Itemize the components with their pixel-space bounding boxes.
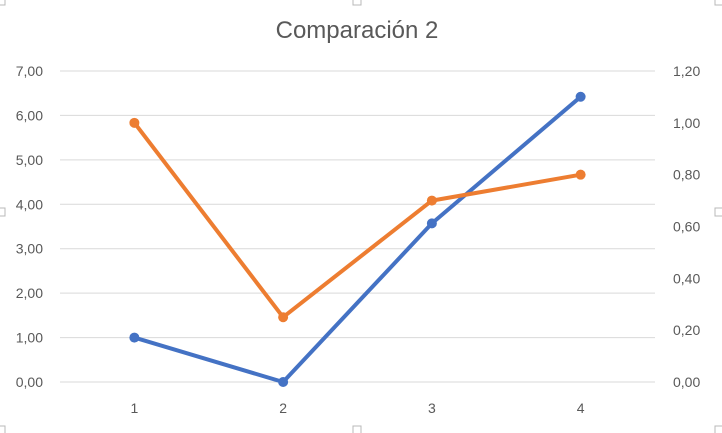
data-point[interactable] <box>575 169 586 180</box>
series-2[interactable] <box>129 117 586 323</box>
resize-handle[interactable] <box>352 425 362 433</box>
data-point[interactable] <box>426 218 437 229</box>
x-axis: 1 2 3 4 <box>130 400 584 416</box>
resize-handle[interactable] <box>714 0 722 6</box>
x-tick-label: 3 <box>428 400 436 416</box>
resize-handle[interactable] <box>0 425 6 433</box>
y-left-tick-label: 0,00 <box>16 374 43 390</box>
data-point[interactable] <box>575 91 586 102</box>
series-line[interactable] <box>132 120 583 320</box>
series-1[interactable] <box>129 91 586 387</box>
y-left-tick-label: 2,00 <box>16 285 43 301</box>
x-tick-label: 2 <box>279 400 287 416</box>
y-left-tick-label: 4,00 <box>16 196 43 212</box>
resize-handle[interactable] <box>714 425 722 433</box>
resize-handle[interactable] <box>714 207 722 217</box>
y-right-tick-label: 0,80 <box>673 167 700 183</box>
chart-title: Comparación 2 <box>276 17 439 44</box>
x-tick-label: 1 <box>130 400 138 416</box>
resize-handle[interactable] <box>0 207 6 217</box>
data-point[interactable] <box>129 117 140 128</box>
gridlines <box>60 70 655 383</box>
x-tick-label: 4 <box>577 400 585 416</box>
series-line[interactable] <box>132 94 583 384</box>
y-left-tick-label: 7,00 <box>16 63 43 79</box>
y-right-tick-label: 1,20 <box>673 63 700 79</box>
y-right-tick-label: 0,00 <box>673 374 700 390</box>
y-left-tick-label: 6,00 <box>16 107 43 123</box>
y-right-tick-label: 1,00 <box>673 115 700 131</box>
y-right-tick-label: 0,60 <box>673 219 700 235</box>
data-point[interactable] <box>278 312 289 323</box>
data-point[interactable] <box>426 195 437 206</box>
right-axis: 0,00 0,20 0,40 0,60 0,80 1,00 1,20 <box>673 63 700 390</box>
data-point[interactable] <box>278 377 289 387</box>
resize-handle[interactable] <box>0 0 6 6</box>
series-layer <box>129 91 586 387</box>
y-left-tick-label: 1,00 <box>16 330 43 346</box>
y-left-tick-label: 3,00 <box>16 241 43 257</box>
resize-handle[interactable] <box>352 0 362 6</box>
y-left-tick-label: 5,00 <box>16 152 43 168</box>
y-right-tick-label: 0,40 <box>673 270 700 286</box>
y-right-tick-label: 0,20 <box>673 322 700 338</box>
left-axis: 0,00 1,00 2,00 3,00 4,00 5,00 6,00 7,00 <box>16 63 43 390</box>
data-point[interactable] <box>129 332 140 343</box>
